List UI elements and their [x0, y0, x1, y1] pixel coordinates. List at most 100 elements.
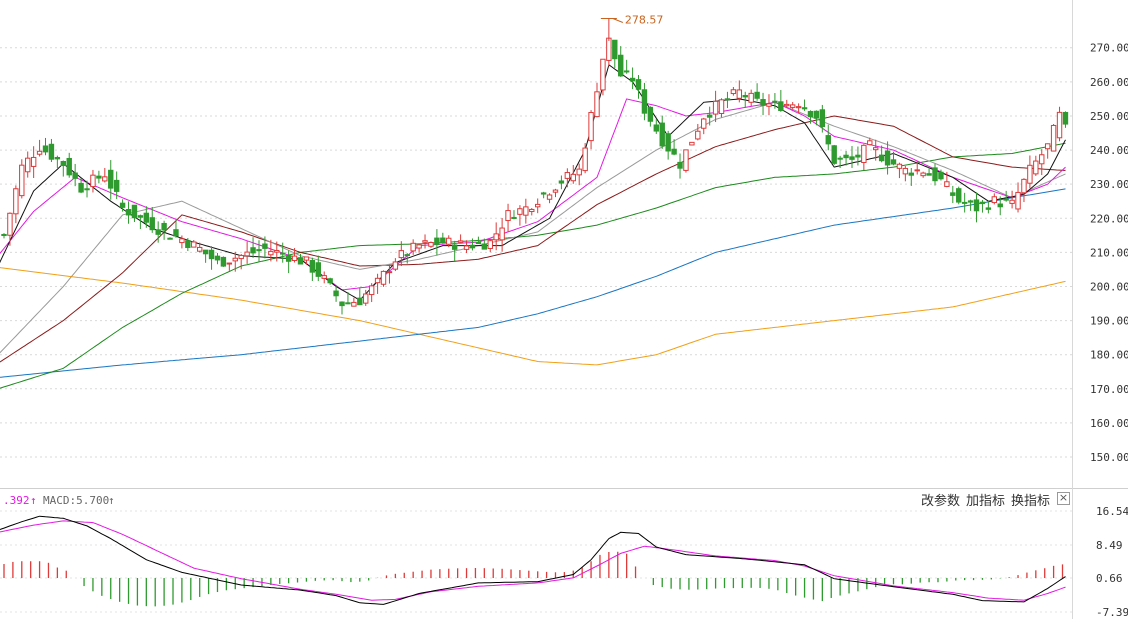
candle-body: [825, 135, 831, 145]
candle-body: [659, 122, 665, 147]
candle-body: [1044, 143, 1051, 150]
candle: [185, 237, 191, 252]
candle: [973, 192, 980, 223]
candle-body: [185, 240, 191, 248]
candle: [244, 241, 250, 264]
price-tick-label: 160.00: [1090, 417, 1128, 430]
candle-body: [920, 172, 926, 177]
modify-params-button[interactable]: 改参数: [921, 494, 961, 509]
candle-body: [594, 91, 600, 118]
candle: [446, 235, 452, 248]
candle-body: [481, 243, 488, 250]
candle-body: [665, 133, 671, 152]
candle: [274, 241, 280, 262]
candle-body: [701, 118, 707, 129]
candle: [902, 166, 909, 182]
peak-price-label: 278.57: [625, 14, 664, 27]
candle-body: [60, 160, 66, 167]
candle: [748, 89, 754, 107]
price-tick-label: 180.00: [1090, 349, 1128, 362]
candle: [967, 199, 974, 211]
candle: [529, 208, 535, 216]
candle: [125, 201, 132, 224]
candle: [440, 232, 446, 244]
candle: [831, 144, 837, 165]
candle: [671, 139, 677, 156]
candle: [268, 239, 274, 262]
candle-body: [457, 240, 464, 243]
candle: [422, 234, 428, 249]
price-tick-label: 250.00: [1090, 110, 1128, 123]
candle: [641, 82, 648, 121]
candle: [950, 185, 956, 204]
candle: [1003, 190, 1009, 202]
candle-body: [440, 237, 446, 244]
candle: [463, 240, 470, 254]
candle: [724, 91, 731, 109]
moving-average-ma_magenta: [0, 98, 1066, 291]
candle-body: [1003, 198, 1009, 201]
candle: [784, 99, 790, 108]
candle: [48, 138, 55, 163]
candle: [754, 83, 760, 101]
candle-body: [819, 109, 826, 128]
candle: [819, 104, 826, 133]
candle-body: [884, 150, 891, 166]
candle-body: [173, 229, 179, 237]
candle: [582, 143, 588, 174]
candle-body: [220, 256, 227, 267]
candle-body: [428, 242, 434, 247]
candle: [333, 286, 339, 302]
candle-body: [706, 114, 713, 118]
candle-body: [143, 212, 150, 223]
candle: [570, 165, 576, 184]
candle: [327, 277, 333, 285]
add-indicator-button[interactable]: 加指标: [966, 494, 1006, 509]
macd-panel: 16.54 8.49 0.66 -7.39: [0, 505, 1128, 619]
candle-body: [511, 216, 517, 219]
candle: [908, 167, 914, 186]
candle-body: [997, 203, 1003, 208]
candle: [487, 239, 493, 253]
candle-body: [125, 208, 132, 216]
candle: [689, 141, 695, 146]
candle: [629, 67, 636, 90]
candle: [991, 193, 998, 205]
candle: [303, 256, 310, 265]
candle-body: [956, 188, 962, 203]
candle: [890, 151, 897, 166]
price-tick-label: 200.00: [1090, 280, 1128, 293]
price-tick-label: 240.00: [1090, 144, 1128, 157]
candle-body: [570, 173, 576, 182]
candle: [475, 236, 482, 245]
candle: [938, 169, 944, 181]
candle: [985, 200, 992, 214]
candle-body: [517, 208, 523, 215]
candle: [997, 196, 1003, 216]
candle: [695, 123, 701, 141]
macd-tick-label: 0.66: [1096, 572, 1123, 585]
close-icon[interactable]: ×: [1057, 491, 1070, 505]
candle-body: [196, 246, 203, 252]
candle-body: [72, 172, 78, 179]
candle: [825, 124, 831, 151]
candle: [760, 92, 766, 116]
switch-indicator-button[interactable]: 换指标: [1011, 494, 1051, 509]
macd-dea-value: .392: [3, 494, 30, 507]
candle-body: [730, 89, 737, 95]
candle: [321, 271, 327, 284]
candle: [706, 106, 713, 126]
candle: [108, 160, 114, 200]
candle: [861, 144, 867, 171]
candle-body: [618, 54, 624, 77]
candle: [1056, 106, 1063, 142]
candle: [884, 141, 891, 175]
candle: [374, 273, 381, 294]
candle: [143, 206, 150, 228]
candle: [84, 180, 90, 198]
candle-body: [766, 103, 772, 107]
candle: [232, 251, 238, 272]
candle: [979, 199, 986, 213]
macd-dif-line: [0, 515, 1066, 605]
